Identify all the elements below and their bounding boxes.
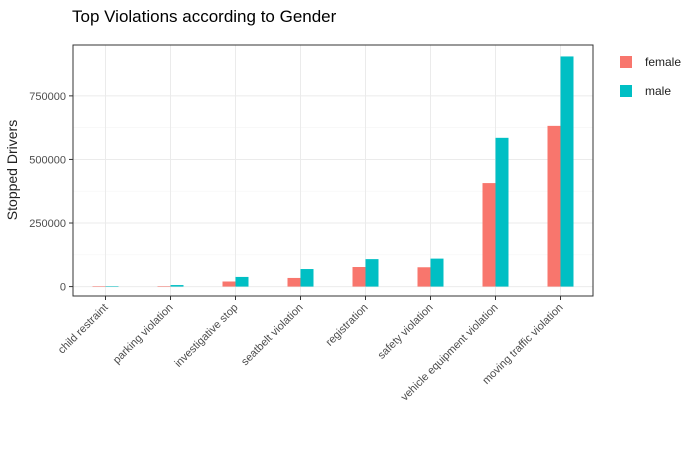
bar-male xyxy=(430,258,444,287)
x-tick-label: safety violation xyxy=(376,302,436,362)
bar-male xyxy=(170,285,184,287)
y-tick-label: 750000 xyxy=(29,91,66,103)
y-tick-label: 250000 xyxy=(29,218,66,230)
plot-area xyxy=(73,45,593,296)
bar-male xyxy=(300,269,314,287)
plot-border xyxy=(72,44,594,297)
bar-female xyxy=(352,267,366,287)
bar-male xyxy=(235,276,249,287)
bar-female xyxy=(417,267,431,287)
bars xyxy=(92,56,574,287)
bar-female xyxy=(157,286,171,287)
bar-male xyxy=(495,137,509,287)
x-tick-label: registration xyxy=(324,302,371,349)
legend-label-male: male xyxy=(645,84,671,98)
chart-title: Top Violations according to Gender xyxy=(72,7,337,26)
x-tick-label: child restraint xyxy=(56,302,111,357)
bar-female xyxy=(222,281,236,287)
y-tick-label: 500000 xyxy=(29,154,66,166)
legend-key-male xyxy=(620,85,632,97)
bar-female xyxy=(287,277,301,287)
x-tick-label: parking violation xyxy=(111,302,176,367)
bar-male xyxy=(105,286,119,287)
bar-female xyxy=(482,183,496,287)
y-tick-label: 0 xyxy=(60,282,66,294)
y-axis-title: Stopped Drivers xyxy=(4,120,20,220)
legend-label-female: female xyxy=(645,55,681,69)
legend: female male xyxy=(620,55,681,98)
bar-male xyxy=(560,56,574,287)
legend-key-female xyxy=(620,56,632,68)
bar-female xyxy=(92,286,106,287)
bar-male xyxy=(365,259,379,287)
bar-female xyxy=(547,125,561,287)
x-tick-label: investigative stop xyxy=(172,302,240,370)
x-tick-label: seatbelt violation xyxy=(239,302,305,368)
